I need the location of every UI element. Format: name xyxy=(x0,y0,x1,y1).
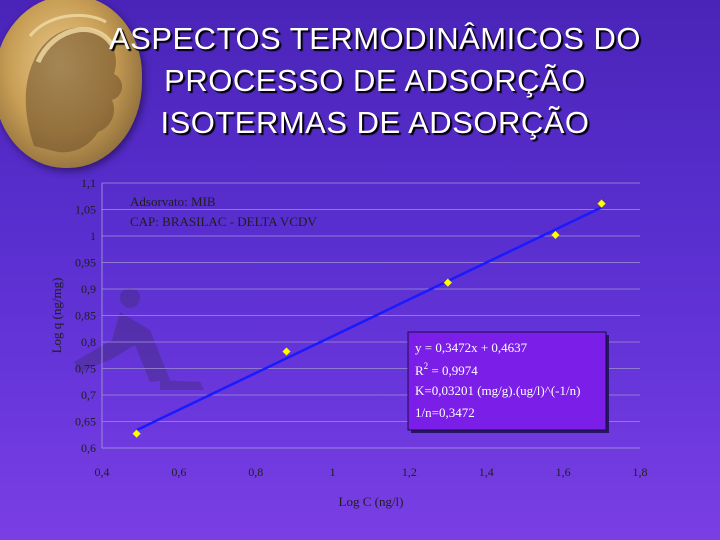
x-tick-label: 1 xyxy=(330,465,336,479)
data-point xyxy=(443,278,453,287)
data-point xyxy=(282,347,291,356)
y-tick-label: 0,8 xyxy=(81,335,96,349)
x-tick-label: 1,4 xyxy=(479,465,494,479)
data-point xyxy=(597,199,606,209)
y-tick-labels: 0,6 0,65 0,7 0,75 0,8 0,85 0,9 0,95 1 1,05 1,1 xyxy=(75,176,96,455)
one-over-n-line: 1/n=0,3472 xyxy=(415,405,475,420)
axes xyxy=(101,183,640,449)
x-axis-label: Log C (ng/l) xyxy=(339,494,404,509)
x-tick-label: 0,4 xyxy=(95,465,110,479)
equation-box: y = 0,3472x + 0,4637 R2 = 0,9974 K=0,032… xyxy=(407,331,609,433)
r-squared-superscript: 2 xyxy=(424,361,429,371)
x-tick-labels: 0,4 0,6 0,8 1 1,2 1,4 1,6 1,8 xyxy=(95,465,648,479)
trendline-segment xyxy=(136,206,603,432)
freundlich-k-line: K=0,03201 (mg/g).(ug/l)^(-1/n) xyxy=(415,383,580,398)
annotation-adsorbate: Adsorvato: MIB xyxy=(130,194,216,209)
trendline xyxy=(136,206,603,432)
y-tick-label: 1 xyxy=(90,229,96,243)
y-tick-label: 0,9 xyxy=(81,282,96,296)
y-axis-label: Log q (ng/mg) xyxy=(49,278,64,354)
data-point xyxy=(132,429,141,439)
x-tick-label: 0,6 xyxy=(171,465,186,479)
slide-title: ASPECTOS TERMODINÂMICOS DO PROCESSO DE A… xyxy=(60,18,690,144)
x-tick-label: 1,8 xyxy=(633,465,648,479)
x-tick-label: 0,8 xyxy=(248,465,263,479)
title-line-1: ASPECTOS TERMODINÂMICOS DO xyxy=(108,21,642,56)
x-tick-label: 1,6 xyxy=(556,465,571,479)
y-tick-label: 0,6 xyxy=(81,441,96,455)
y-tick-label: 0,65 xyxy=(75,415,96,429)
y-tick-label: 0,75 xyxy=(75,362,96,376)
r-squared-line: R2 = 0,9974 xyxy=(415,361,478,378)
y-tick-label: 1,1 xyxy=(81,176,96,190)
r-squared-value: = 0,9974 xyxy=(428,363,478,378)
x-tick-label: 1,2 xyxy=(402,465,417,479)
equation-line: y = 0,3472x + 0,4637 xyxy=(415,340,528,355)
y-tick-label: 0,85 xyxy=(75,309,96,323)
helmet-profile-icon xyxy=(25,13,123,153)
title-line-2: PROCESSO DE ADSORÇÃO xyxy=(164,63,586,98)
r-squared-prefix: R xyxy=(415,363,424,378)
runner-silhouette xyxy=(74,288,204,390)
data-point xyxy=(551,230,560,240)
y-tick-label: 1,05 xyxy=(75,203,96,217)
data-points xyxy=(132,199,606,439)
annotation-carbon: CAP: BRASILAC - DELTA VCDV xyxy=(130,214,317,229)
equation-box-background xyxy=(407,331,607,431)
y-tick-label: 0,7 xyxy=(81,388,96,402)
title-line-3: ISOTERMAS DE ADSORÇÃO xyxy=(160,105,590,140)
y-tick-label: 0,95 xyxy=(75,256,96,270)
medallion-helmet-logo xyxy=(0,0,142,168)
